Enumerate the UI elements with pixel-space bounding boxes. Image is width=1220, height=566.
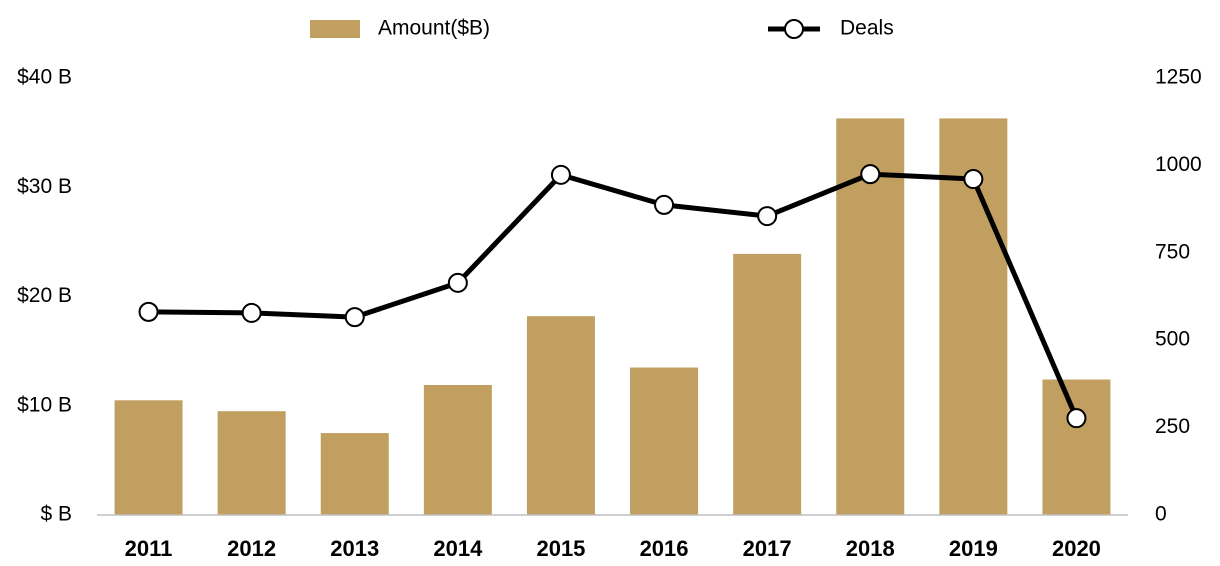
legend-swatch	[310, 20, 360, 38]
marker	[241, 302, 262, 323]
bar	[630, 367, 699, 515]
x-tick-label: 2018	[846, 536, 895, 561]
y2-tick-label: 1000	[1155, 153, 1202, 176]
y2-tick-label: 250	[1155, 415, 1190, 438]
bar	[1042, 379, 1111, 515]
marker	[138, 301, 159, 322]
bar	[526, 316, 595, 515]
x-tick-label: 2016	[640, 536, 689, 561]
x-tick-label: 2019	[949, 536, 998, 561]
y-tick-label: $20 B	[17, 284, 72, 307]
marker	[1066, 408, 1087, 429]
legend-marker	[784, 19, 804, 39]
y2-tick-label: 0	[1155, 503, 1167, 526]
x-tick-label: 2015	[536, 536, 585, 561]
marker	[344, 307, 365, 328]
marker	[654, 194, 675, 215]
y-tick-label: $10 B	[17, 393, 72, 416]
marker	[447, 272, 468, 293]
x-tick-label: 2012	[227, 536, 276, 561]
marker	[550, 164, 571, 185]
marker	[757, 206, 778, 227]
legend-label: Deals	[840, 17, 894, 40]
y-tick-label: $30 B	[17, 175, 72, 198]
y2-tick-label: 500	[1155, 328, 1190, 351]
legend-label: Amount($B)	[378, 17, 490, 40]
bar	[217, 411, 286, 515]
marker	[963, 169, 984, 190]
bar	[114, 400, 183, 515]
bar	[320, 433, 389, 515]
bar	[733, 253, 802, 515]
marker	[860, 164, 881, 185]
y-tick-label: $40 B	[17, 66, 72, 89]
y-tick-label: $ B	[40, 503, 72, 526]
bar	[423, 384, 492, 515]
y2-tick-label: 750	[1155, 240, 1190, 263]
y2-tick-label: 1250	[1155, 66, 1202, 89]
line	[148, 171, 1079, 420]
x-tick-label: 2020	[1052, 536, 1101, 561]
x-tick-label: 2011	[125, 536, 173, 561]
x-tick-label: 2013	[330, 536, 379, 561]
x-tick-label: 2014	[433, 536, 483, 561]
x-tick-label: 2017	[743, 536, 792, 561]
